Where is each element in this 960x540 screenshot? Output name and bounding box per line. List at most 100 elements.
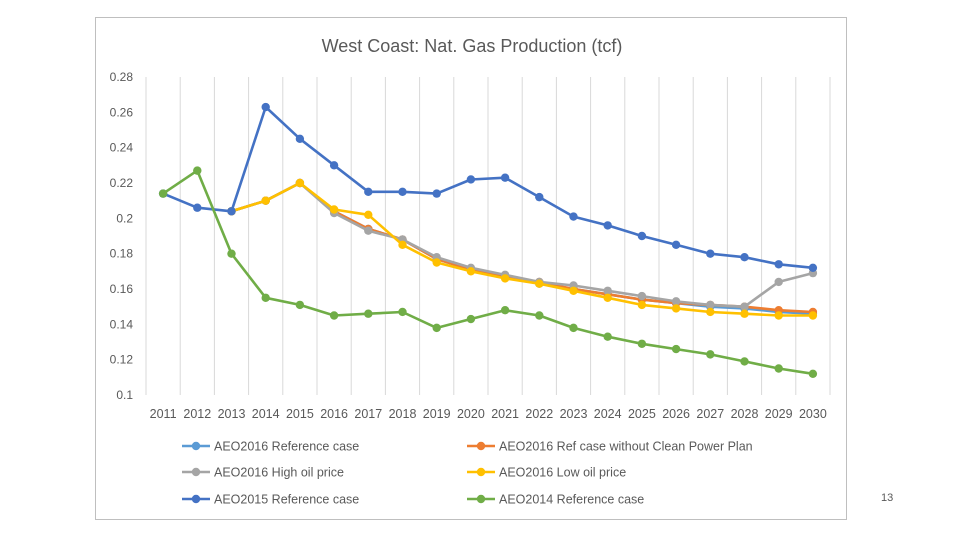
legend-label: AEO2016 Reference case <box>214 440 359 454</box>
grid-layer <box>145 77 831 395</box>
data-point <box>329 161 339 170</box>
data-point <box>466 175 476 184</box>
y-tick-label: 0.14 <box>110 317 134 331</box>
data-point <box>603 293 612 303</box>
data-point <box>261 196 270 205</box>
x-tick-label: 2014 <box>252 407 280 421</box>
series-line <box>161 169 815 376</box>
x-tick-label: 2026 <box>662 407 690 421</box>
x-tick-label: 2028 <box>731 407 759 421</box>
data-point <box>432 189 441 198</box>
data-point <box>500 173 510 182</box>
chart-title: West Coast: Nat. Gas Production (tcf) <box>322 36 623 56</box>
data-point <box>774 311 783 320</box>
data-point <box>295 300 305 310</box>
legend-label: AEO2015 Reference case <box>214 493 359 507</box>
data-point <box>740 253 749 262</box>
data-point <box>329 311 339 320</box>
x-tick-label: 2016 <box>320 407 348 421</box>
data-point <box>227 207 236 216</box>
series-aeo2014-reference-case <box>158 166 818 378</box>
data-point <box>706 307 715 317</box>
series-layer <box>158 102 818 378</box>
data-point <box>398 307 407 317</box>
data-point <box>364 309 373 318</box>
legend-swatch-marker <box>191 494 201 504</box>
data-point <box>466 267 476 276</box>
x-tick-label: 2013 <box>218 407 246 421</box>
legend-item: AEO2014 Reference case <box>467 493 644 507</box>
y-tick-label: 0.26 <box>110 105 134 119</box>
data-point <box>398 187 407 197</box>
data-point <box>740 302 749 311</box>
data-point <box>808 311 818 320</box>
legend-item: AEO2016 Low oil price <box>467 466 626 480</box>
legend-label: AEO2016 Low oil price <box>499 466 626 480</box>
x-tick-label: 2020 <box>457 407 485 421</box>
data-point <box>261 293 270 303</box>
data-point <box>603 286 612 295</box>
x-tick-label: 2022 <box>525 407 553 421</box>
x-tick-label: 2015 <box>286 407 314 421</box>
x-tick-label: 2027 <box>696 407 724 421</box>
data-point <box>740 357 749 366</box>
data-point <box>637 300 647 310</box>
legend-swatch-marker <box>476 494 486 504</box>
legend-swatch-marker <box>476 467 486 477</box>
data-point <box>432 323 441 333</box>
legend-swatch-marker <box>476 441 486 451</box>
data-point <box>295 134 305 144</box>
data-point <box>261 102 270 112</box>
x-tick-label: 2029 <box>765 407 793 421</box>
x-tick-label: 2017 <box>354 407 382 421</box>
data-point <box>535 192 544 202</box>
legend-label: AEO2016 Ref case without Clean Power Pla… <box>499 440 753 454</box>
x-tick-label: 2012 <box>183 407 211 421</box>
data-point <box>569 286 578 295</box>
data-point <box>706 249 715 258</box>
legend-item: AEO2016 Reference case <box>182 440 359 454</box>
data-point <box>364 210 373 219</box>
x-tick-label: 2021 <box>491 407 519 421</box>
legend-swatch-marker <box>191 467 201 477</box>
data-point <box>774 364 783 373</box>
data-point <box>432 258 441 267</box>
data-point <box>569 212 578 221</box>
y-axis: 0.1 0.12 0.14 0.16 0.18 0.2 0.22 0.24 0.26 0.28 <box>110 70 134 402</box>
legend-item: AEO2015 Reference case <box>182 493 359 507</box>
x-tick-label: 2011 <box>150 407 177 421</box>
legend: AEO2016 Reference case AEO2016 Ref case w… <box>182 440 753 507</box>
data-point <box>774 277 783 287</box>
series-line <box>230 181 815 317</box>
legend-item: AEO2016 Ref case without Clean Power Pla… <box>467 440 753 454</box>
data-point <box>295 178 305 188</box>
series-line <box>230 181 815 308</box>
data-point <box>603 332 612 341</box>
data-point <box>808 369 818 378</box>
data-point <box>603 221 612 230</box>
data-point <box>637 339 647 348</box>
page-number: 13 <box>881 492 894 504</box>
y-tick-label: 0.16 <box>110 282 134 296</box>
data-point <box>500 274 510 283</box>
data-point <box>671 240 681 250</box>
data-point <box>364 187 373 197</box>
series-line <box>161 105 815 270</box>
data-point <box>740 309 749 318</box>
y-tick-label: 0.2 <box>116 211 133 225</box>
data-point <box>808 263 818 272</box>
data-point <box>637 231 647 241</box>
x-tick-label: 2019 <box>423 407 451 421</box>
data-point <box>671 304 681 313</box>
data-point <box>466 314 476 324</box>
data-point <box>193 166 202 175</box>
data-point <box>535 279 544 288</box>
series-aeo2015-reference-case <box>158 102 818 272</box>
y-tick-label: 0.24 <box>110 141 134 155</box>
data-point <box>158 189 168 198</box>
data-point <box>706 300 715 310</box>
y-tick-label: 0.12 <box>110 353 134 367</box>
data-point <box>193 203 202 212</box>
x-tick-label: 2025 <box>628 407 656 421</box>
